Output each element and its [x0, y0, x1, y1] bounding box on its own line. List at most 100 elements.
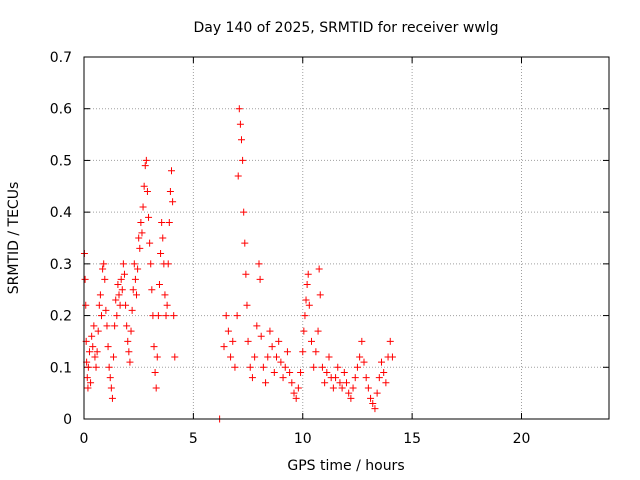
data-point: [227, 353, 235, 361]
data-point: [371, 405, 379, 413]
x-tick-label: 15: [403, 431, 421, 447]
data-point: [229, 337, 237, 345]
data-point: [147, 260, 155, 268]
data-point: [135, 234, 143, 242]
data-point: [310, 363, 318, 371]
data-point: [316, 291, 324, 299]
data-point: [257, 332, 265, 340]
data-point: [388, 353, 396, 361]
data-point: [239, 156, 247, 164]
data-point: [286, 368, 294, 376]
data-point: [305, 301, 313, 309]
y-tick-label: 0.2: [50, 309, 72, 325]
x-tick-label: 10: [294, 431, 312, 447]
data-point: [349, 384, 357, 392]
x-tick-label: 0: [80, 431, 89, 447]
data-point: [141, 162, 149, 170]
data-point: [268, 343, 276, 351]
data-point: [255, 260, 263, 268]
data-point: [104, 343, 112, 351]
data-point: [128, 306, 136, 314]
chart-title: Day 140 of 2025, SRMTID for receiver wwl…: [193, 20, 498, 36]
data-point: [163, 301, 171, 309]
data-point: [110, 353, 118, 361]
data-point: [138, 229, 146, 237]
data-point: [171, 353, 179, 361]
data-point: [246, 363, 254, 371]
data-point: [234, 172, 242, 180]
y-tick-label: 0.6: [50, 102, 72, 118]
data-point: [378, 358, 385, 366]
data-point: [106, 374, 114, 382]
data-point: [94, 327, 102, 335]
data-point: [134, 265, 142, 273]
data-point: [150, 343, 158, 351]
data-point: [166, 187, 174, 195]
data-point: [83, 374, 91, 382]
data-point: [362, 374, 370, 382]
data-point: [314, 327, 322, 335]
data-point: [143, 187, 151, 195]
y-tick-label: 0.3: [50, 257, 72, 273]
y-tick-label: 0.1: [50, 360, 72, 376]
data-point: [231, 363, 239, 371]
data-point: [131, 275, 139, 283]
x-tick-label: 5: [189, 431, 198, 447]
data-point: [87, 379, 95, 387]
data-point: [99, 265, 107, 273]
data-point: [294, 384, 302, 392]
data-point: [224, 327, 232, 335]
data-point: [155, 281, 163, 289]
data-point: [301, 312, 309, 320]
data-point: [351, 374, 359, 382]
data-point: [338, 384, 346, 392]
data-point: [244, 337, 252, 345]
data-point: [222, 312, 230, 320]
data-point: [127, 327, 135, 335]
data-point: [290, 389, 298, 397]
data-point: [367, 394, 375, 402]
data-point: [235, 105, 243, 113]
data-point: [158, 218, 166, 226]
data-point: [111, 322, 119, 330]
data-point: [303, 281, 311, 289]
data-point: [292, 394, 300, 402]
data-point: [101, 275, 109, 283]
data-point: [89, 343, 97, 351]
data-point: [103, 322, 111, 330]
data-point: [262, 379, 270, 387]
data-point: [275, 337, 283, 345]
data-point: [100, 260, 108, 268]
data-point: [241, 239, 249, 247]
data-point: [318, 363, 326, 371]
data-point: [364, 384, 372, 392]
data-point: [154, 312, 162, 320]
data-point: [157, 250, 165, 258]
data-point: [136, 244, 144, 252]
data-point: [88, 332, 96, 340]
data-point: [170, 312, 178, 320]
data-point: [238, 136, 245, 144]
data-point: [105, 363, 113, 371]
data-point: [340, 368, 348, 376]
data-point: [81, 275, 89, 283]
data-point: [343, 379, 350, 387]
data-point: [386, 337, 394, 345]
data-point: [266, 327, 274, 335]
data-point: [152, 384, 160, 392]
data-point: [329, 384, 337, 392]
data-point: [140, 182, 148, 190]
data-point: [256, 275, 264, 283]
data-point: [112, 296, 120, 304]
data-point: [299, 348, 307, 356]
data-point: [304, 270, 312, 278]
plot-frame: [83, 56, 610, 420]
y-tick-label: 0.4: [50, 205, 72, 221]
data-point: [107, 384, 115, 392]
data-point: [353, 363, 361, 371]
data-point: [168, 167, 175, 175]
data-point: [315, 265, 323, 273]
data-point: [283, 348, 291, 356]
data-point: [91, 353, 99, 361]
